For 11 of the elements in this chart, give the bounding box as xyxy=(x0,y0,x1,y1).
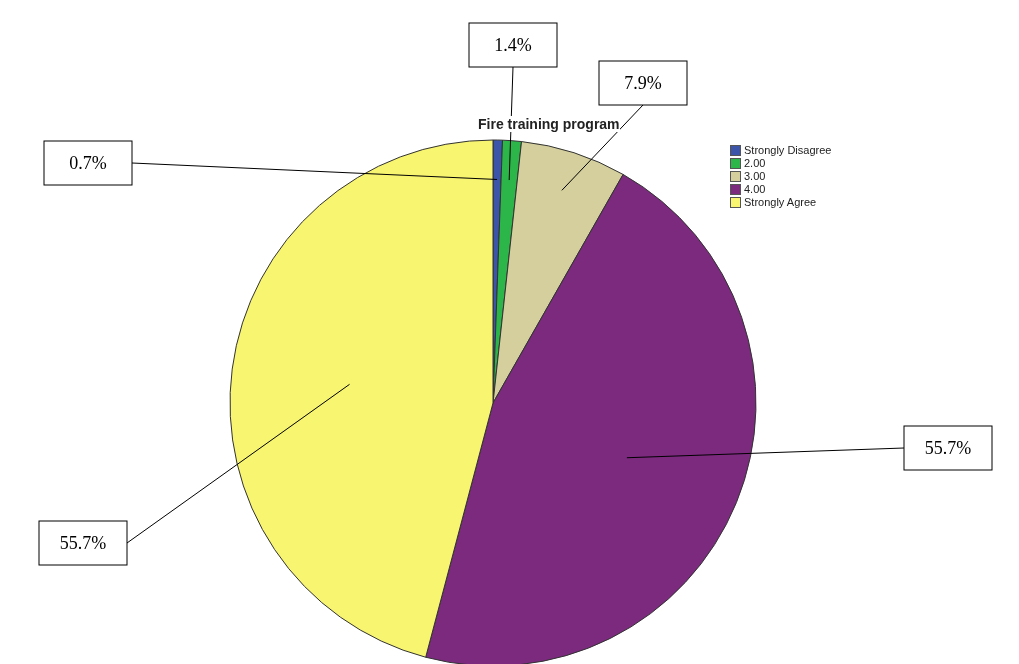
legend-label: 3.00 xyxy=(744,170,766,183)
data-label: 55.7% xyxy=(59,533,107,553)
data-label: 0.7% xyxy=(69,153,107,173)
data-label: 55.7% xyxy=(924,438,972,458)
legend-label: 2.00 xyxy=(744,157,766,170)
legend-label: Strongly Disagree xyxy=(744,144,832,157)
data-label: 1.4% xyxy=(494,35,532,55)
data-label: 7.9% xyxy=(624,73,662,93)
legend-label: 4.00 xyxy=(744,183,766,196)
text: Fire training program xyxy=(478,116,620,132)
legend-label: Strongly Agree xyxy=(744,196,817,209)
